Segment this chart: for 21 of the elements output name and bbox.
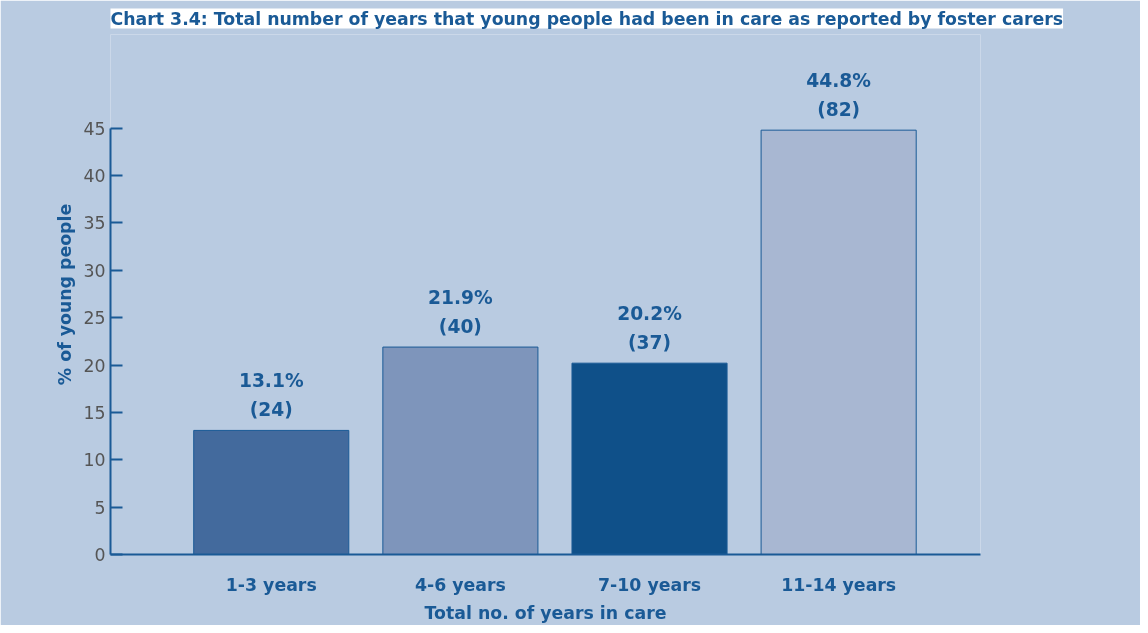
data-label: 21.9% (40) xyxy=(428,286,494,338)
data-label: 44.8% (82) xyxy=(806,69,872,121)
data-label: 20.2% (37) xyxy=(617,302,683,354)
data-label: 13.1% (24) xyxy=(238,370,304,421)
y-tick-label: 45 xyxy=(83,118,106,139)
y-axis-title: % of young people xyxy=(55,203,76,386)
y-tick-label: 10 xyxy=(83,450,106,471)
y-tick-label: 5 xyxy=(94,497,106,518)
x-axis-title: Total no. of years in care xyxy=(424,602,667,623)
y-tick-label: 25 xyxy=(83,308,106,329)
y-tick-label: 35 xyxy=(83,213,106,234)
x-tick-label: 4-6 years xyxy=(414,574,506,595)
chart-title: Chart 3.4: Total number of years that young people had been in care as reported by foster carers xyxy=(110,8,1064,29)
x-tick-label: 11-14 years xyxy=(781,574,897,595)
y-tick-label: 20 xyxy=(83,355,106,376)
y-tick-label: 15 xyxy=(83,402,106,423)
y-tick-label: 40 xyxy=(83,166,106,187)
x-tick-label: 1-3 years xyxy=(225,574,317,595)
y-tick-label: 0 xyxy=(94,545,106,565)
x-tick-label: 7-10 years xyxy=(598,574,702,595)
y-tick-label: 30 xyxy=(83,260,106,281)
